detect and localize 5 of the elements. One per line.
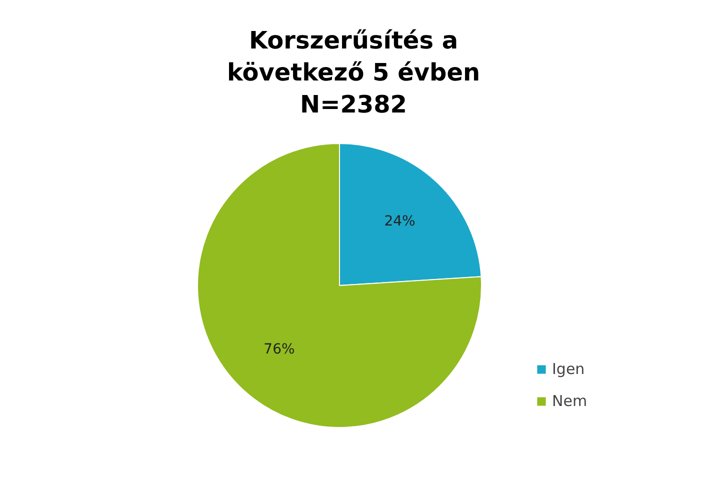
legend-label: Nem [552,392,588,410]
data-label: 24% [384,213,416,230]
chart-title: Korszerűsítés a következő 5 évben N=2382 [226,26,480,118]
data-label: 76% [264,342,295,358]
legend-label: Igen [552,360,585,378]
